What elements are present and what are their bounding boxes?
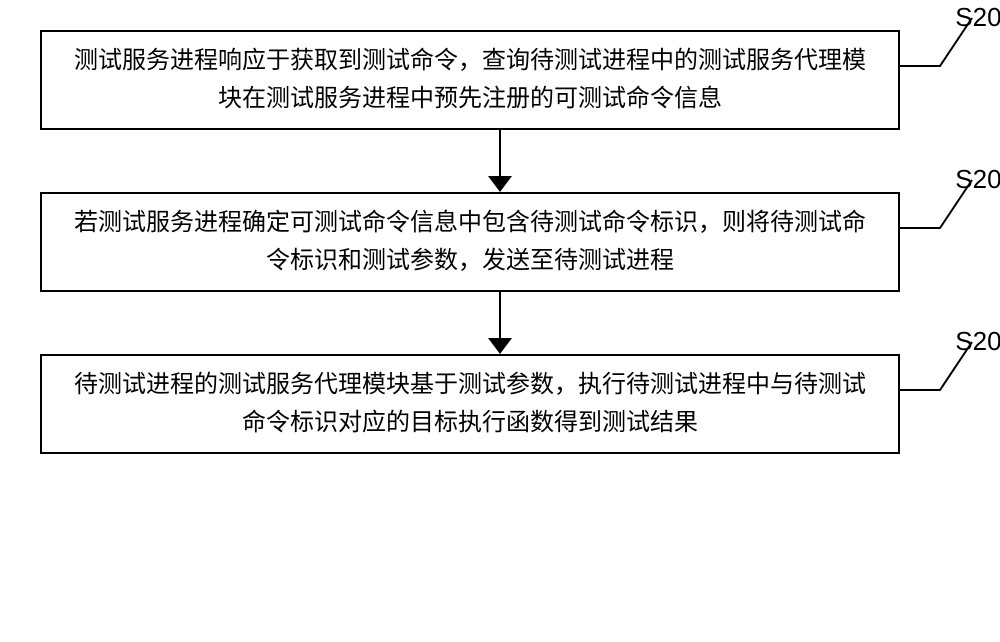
flowchart-container: S201 测试服务进程响应于获取到测试命令，查询待测试进程中的测试服务代理模块在… (40, 30, 960, 454)
arrow-2 (40, 292, 960, 354)
flow-step-s203: S203 待测试进程的测试服务代理模块基于测试参数，执行待测试进程中与待测试命令… (40, 354, 960, 454)
step-text-s203: 待测试进程的测试服务代理模块基于测试参数，执行待测试进程中与待测试命令标识对应的… (70, 366, 870, 443)
flow-step-s202: S202 若测试服务进程确定可测试命令信息中包含待测试命令标识，则将待测试命令标… (40, 192, 960, 292)
arrow-1 (40, 130, 960, 192)
step-label-s203: S203 (955, 326, 1000, 357)
step-box-s202: 若测试服务进程确定可测试命令信息中包含待测试命令标识，则将待测试命令标识和测试参… (40, 192, 900, 292)
step-label-s202: S202 (955, 164, 1000, 195)
step-text-s202: 若测试服务进程确定可测试命令信息中包含待测试命令标识，则将待测试命令标识和测试参… (70, 204, 870, 281)
flow-step-s201: S201 测试服务进程响应于获取到测试命令，查询待测试进程中的测试服务代理模块在… (40, 30, 960, 130)
step-text-s201: 测试服务进程响应于获取到测试命令，查询待测试进程中的测试服务代理模块在测试服务进… (70, 42, 870, 119)
step-box-s203: 待测试进程的测试服务代理模块基于测试参数，执行待测试进程中与待测试命令标识对应的… (40, 354, 900, 454)
step-box-s201: 测试服务进程响应于获取到测试命令，查询待测试进程中的测试服务代理模块在测试服务进… (40, 30, 900, 130)
step-label-s201: S201 (955, 2, 1000, 33)
